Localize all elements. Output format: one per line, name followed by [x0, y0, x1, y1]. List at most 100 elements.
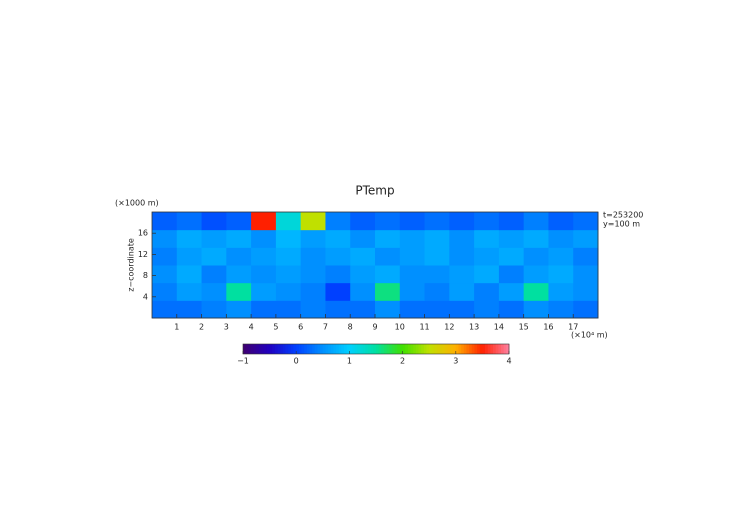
- heatmap-cell: [300, 229, 326, 248]
- colorbar-swatch: [434, 344, 438, 354]
- x-tick-label: 2: [199, 323, 204, 332]
- heatmap-cell: [350, 229, 376, 248]
- x-tick-label: 6: [298, 323, 303, 332]
- x-tick-label: 5: [273, 323, 278, 332]
- x-tick-label: 17: [568, 323, 578, 332]
- heatmap-cell: [350, 247, 376, 266]
- heatmap-cell: [275, 300, 302, 319]
- colorbar-tick-label: −1: [237, 357, 249, 366]
- heatmap-cell: [523, 282, 549, 301]
- colorbar-swatch: [471, 344, 475, 354]
- colorbar-swatch: [501, 344, 505, 354]
- colorbar-tick-label: 2: [400, 357, 405, 366]
- colorbar-swatch: [301, 344, 305, 354]
- heatmap-cell: [251, 265, 277, 284]
- heatmap-cell: [325, 247, 351, 266]
- colorbar-swatch: [487, 344, 491, 354]
- heatmap-cell: [548, 247, 574, 266]
- colorbar-swatch: [490, 344, 494, 354]
- heatmap-cell: [523, 229, 549, 248]
- x-tick-label: 12: [444, 323, 454, 332]
- colorbar-swatch: [461, 344, 465, 354]
- colorbar-swatch: [410, 344, 414, 354]
- heatmap-cell: [325, 265, 351, 284]
- heatmap-cell: [152, 247, 178, 266]
- colorbar-swatch: [495, 344, 499, 354]
- heatmap-cell: [399, 300, 426, 319]
- heatmap-cell: [573, 212, 599, 231]
- heatmap-cell: [424, 265, 450, 284]
- heatmap-cell: [523, 247, 549, 266]
- heatmap-cell: [424, 300, 450, 319]
- colorbar-swatch: [429, 344, 433, 354]
- heatmap-cell: [399, 212, 426, 231]
- colorbar-swatch: [415, 344, 419, 354]
- colorbar-swatch: [264, 344, 268, 354]
- x-tick-label: 9: [372, 323, 377, 332]
- heatmap-cell: [399, 229, 426, 248]
- heatmap-cell: [498, 229, 525, 248]
- heatmap-cell: [424, 229, 450, 248]
- heatmap-cell: [201, 247, 227, 266]
- heatmap-cell: [300, 247, 326, 266]
- heatmap-cell: [449, 229, 475, 248]
- heatmap-cell: [523, 300, 549, 319]
- colorbar-swatch: [272, 344, 276, 354]
- heatmap-cell: [325, 212, 351, 231]
- colorbar-swatch: [423, 344, 427, 354]
- heatmap-cell: [176, 282, 203, 301]
- colorbar-swatch: [447, 344, 451, 354]
- annotation: y=100 m: [603, 220, 640, 229]
- heatmap-cell: [275, 282, 302, 301]
- colorbar-swatch: [296, 344, 300, 354]
- heatmap-cell: [498, 212, 525, 231]
- colorbar-swatch: [354, 344, 358, 354]
- colorbar-frame: [242, 343, 510, 355]
- heatmap-cell: [152, 212, 178, 231]
- x-tick-label: 1: [174, 323, 179, 332]
- heatmap-cell: [523, 212, 549, 231]
- colorbar-swatch: [314, 344, 318, 354]
- colorbar-swatch: [344, 344, 348, 354]
- colorbar-swatch: [317, 344, 321, 354]
- colorbar-swatch: [373, 344, 377, 354]
- colorbar-swatch: [376, 344, 380, 354]
- heatmap-cell: [399, 265, 426, 284]
- colorbar-tick-label: 3: [453, 357, 458, 366]
- colorbar-swatch: [346, 344, 350, 354]
- x-tick-label: 15: [519, 323, 529, 332]
- colorbar-swatch: [474, 344, 478, 354]
- heatmap-cell: [275, 247, 302, 266]
- heatmap-cell: [350, 212, 376, 231]
- heatmap-cell: [474, 247, 500, 266]
- x-tick-label: 8: [348, 323, 353, 332]
- colorbar-swatch: [498, 344, 502, 354]
- y-tick-label: 12: [138, 250, 148, 259]
- colorbar-swatch: [256, 344, 260, 354]
- colorbar-tick-label: 4: [506, 357, 511, 366]
- heatmap-cell: [226, 282, 252, 301]
- heatmap-cell: [523, 265, 549, 284]
- colorbar-swatch: [352, 344, 356, 354]
- colorbar-swatch: [466, 344, 470, 354]
- heatmap-cell: [375, 212, 401, 231]
- colorbar-swatch: [336, 344, 340, 354]
- colorbar-swatch: [399, 344, 403, 354]
- colorbar-swatch: [309, 344, 313, 354]
- heatmap-cell: [474, 300, 500, 319]
- heatmap-cell: [176, 229, 203, 248]
- heatmap-cell: [424, 212, 450, 231]
- heatmap-cell: [548, 265, 574, 284]
- heatmap-cell: [350, 282, 376, 301]
- heatmap-cell: [548, 212, 574, 231]
- heatmap-cell: [375, 282, 401, 301]
- heatmap-cell: [375, 229, 401, 248]
- colorbar-swatch: [277, 344, 281, 354]
- colorbar-swatch: [418, 344, 422, 354]
- colorbar-swatch: [253, 344, 257, 354]
- heatmap-cell: [251, 282, 277, 301]
- heatmap-cell: [275, 265, 302, 284]
- heatmap-cell: [152, 265, 178, 284]
